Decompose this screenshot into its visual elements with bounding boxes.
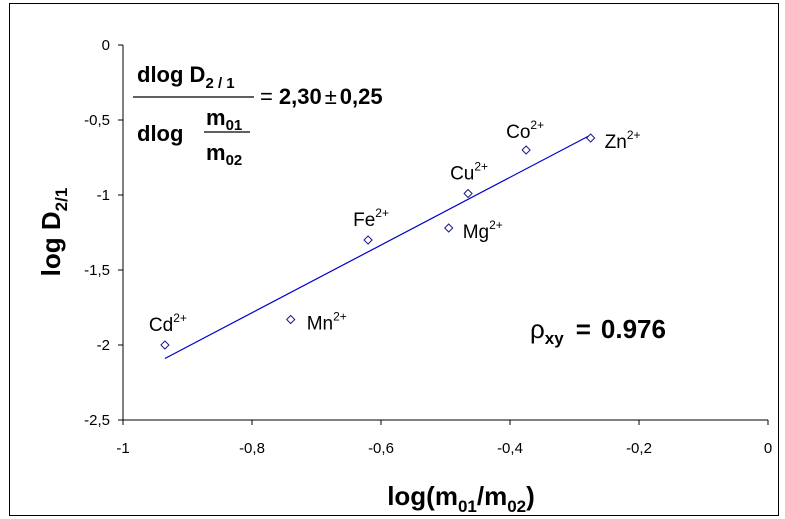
data-point-mn bbox=[285, 314, 296, 325]
plot-axes bbox=[118, 44, 769, 425]
data-point-mg bbox=[444, 223, 454, 233]
ion-label-mg: Mg2+ bbox=[463, 218, 503, 243]
y-tick-label: -1 bbox=[97, 187, 110, 204]
data-point-cd bbox=[160, 340, 170, 350]
formula-numerator: dlog D2 / 1 bbox=[137, 62, 235, 92]
formula-result: = 2,30 ±0,25 bbox=[260, 84, 383, 109]
data-point-cu bbox=[463, 188, 473, 199]
ion-label-cu: Cu2+ bbox=[450, 160, 488, 185]
ion-label-mn: Mn2+ bbox=[307, 310, 347, 335]
ion-label-zn: Zn2+ bbox=[605, 128, 641, 153]
ion-label-cd: Cd2+ bbox=[149, 311, 187, 336]
correlation-coefficient: ρxy = 0.976 bbox=[530, 314, 666, 348]
ion-labels: Cd2+ Mn2+ Fe2+ Mg2+ Cu2+ Co2+ Zn2+ bbox=[149, 118, 641, 336]
ion-label-co: Co2+ bbox=[506, 118, 544, 143]
y-tick-label: -1,5 bbox=[84, 262, 110, 279]
regression-line bbox=[164, 134, 591, 360]
data-point-co bbox=[521, 145, 531, 155]
y-tick-label: -2,5 bbox=[84, 412, 110, 429]
formula-denominator: dlog bbox=[137, 121, 183, 146]
x-tick-label: -1 bbox=[116, 440, 129, 457]
x-tick-label: -0,8 bbox=[239, 440, 265, 457]
slope-formula: dlog D2 / 1 dlog m01 m02 = 2,30 ±0,25 bbox=[133, 62, 383, 169]
y-tick-label: -0,5 bbox=[84, 112, 110, 129]
data-points bbox=[160, 133, 596, 350]
x-tick-label: -0,4 bbox=[497, 440, 523, 457]
y-axis-title: log D2/1 bbox=[36, 188, 71, 277]
ion-label-fe: Fe2+ bbox=[353, 206, 389, 231]
data-point-fe bbox=[363, 235, 373, 245]
y-tick-label: 0 bbox=[102, 37, 110, 54]
formula-inner-denominator: m02 bbox=[206, 140, 242, 169]
x-tick-label: -0,6 bbox=[368, 440, 394, 457]
data-point-zn bbox=[585, 133, 596, 143]
tick-labels: -1 -0,8 -0,6 -0,4 -0,2 0 0 -0,5 -1 -1,5 -2 -2,5 bbox=[84, 37, 772, 457]
x-axis-title: log(m01/m02) bbox=[387, 481, 535, 516]
x-tick-label: 0 bbox=[764, 440, 772, 457]
formula-inner-numerator: m01 bbox=[206, 105, 242, 134]
x-tick-label: -0,2 bbox=[626, 440, 652, 457]
chart-border bbox=[9, 3, 779, 516]
y-tick-label: -2 bbox=[97, 337, 110, 354]
